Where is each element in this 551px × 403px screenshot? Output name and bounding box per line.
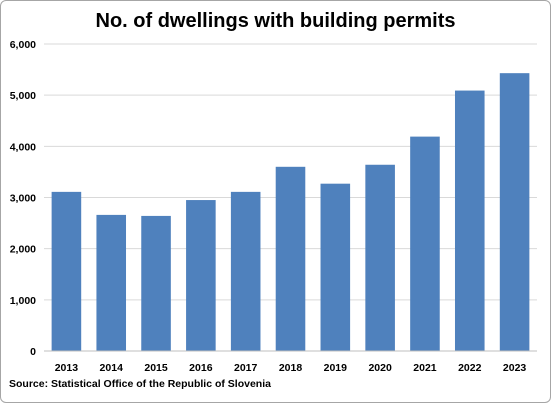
y-tick-label: 0 bbox=[30, 346, 36, 358]
x-tick-label: 2014 bbox=[100, 362, 124, 374]
bar bbox=[230, 191, 261, 351]
bar bbox=[454, 90, 485, 351]
bar bbox=[410, 136, 440, 351]
source-note: Source: Statistical Office of the Republ… bbox=[9, 378, 271, 390]
bar bbox=[51, 191, 82, 351]
y-tick-label: 5,000 bbox=[10, 90, 36, 102]
y-tick-label: 6,000 bbox=[10, 39, 36, 51]
x-tick-label: 2022 bbox=[458, 362, 482, 374]
x-tick-label: 2017 bbox=[234, 362, 258, 374]
x-tick-label: 2020 bbox=[368, 362, 392, 374]
y-tick-label: 3,000 bbox=[10, 193, 36, 205]
y-tick-label: 4,000 bbox=[10, 141, 36, 153]
bar bbox=[499, 73, 530, 351]
x-tick-label: 2013 bbox=[55, 362, 79, 374]
chart-title: No. of dwellings with building permits bbox=[95, 10, 456, 32]
bar bbox=[320, 183, 351, 351]
x-tick-label: 2018 bbox=[279, 362, 303, 374]
bar bbox=[275, 166, 306, 351]
x-tick-label: 2019 bbox=[324, 362, 348, 374]
x-tick-label: 2023 bbox=[503, 362, 527, 374]
bar bbox=[365, 164, 395, 351]
y-tick-label: 1,000 bbox=[10, 295, 36, 307]
bar bbox=[186, 200, 216, 351]
x-tick-label: 2016 bbox=[189, 362, 213, 374]
x-tick-label: 2021 bbox=[413, 362, 437, 374]
bar bbox=[96, 214, 127, 351]
y-tick-label: 2,000 bbox=[10, 244, 36, 256]
bar bbox=[141, 215, 171, 351]
x-tick-label: 2015 bbox=[144, 362, 168, 374]
